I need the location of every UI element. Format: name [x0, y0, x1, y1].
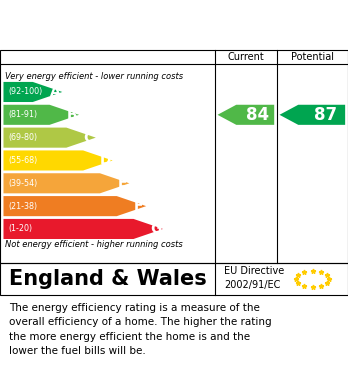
Polygon shape: [3, 151, 113, 170]
Text: A: A: [49, 85, 60, 99]
Polygon shape: [3, 105, 79, 125]
Polygon shape: [3, 173, 129, 193]
Text: Current: Current: [228, 52, 264, 62]
Polygon shape: [218, 105, 274, 125]
Text: England & Wales: England & Wales: [9, 269, 206, 289]
Text: Potential: Potential: [291, 52, 334, 62]
Text: (39-54): (39-54): [9, 179, 38, 188]
Polygon shape: [3, 127, 96, 148]
Text: Energy Efficiency Rating: Energy Efficiency Rating: [10, 24, 232, 39]
Text: 84: 84: [246, 106, 269, 124]
Text: E: E: [117, 176, 127, 190]
Text: (92-100): (92-100): [9, 88, 43, 97]
Text: F: F: [134, 199, 144, 213]
Text: G: G: [150, 222, 161, 236]
Polygon shape: [3, 82, 62, 102]
Polygon shape: [279, 105, 345, 125]
Text: C: C: [83, 131, 94, 145]
Text: Very energy efficient - lower running costs: Very energy efficient - lower running co…: [5, 72, 183, 81]
Text: (55-68): (55-68): [9, 156, 38, 165]
Text: (21-38): (21-38): [9, 202, 38, 211]
Text: Not energy efficient - higher running costs: Not energy efficient - higher running co…: [5, 240, 183, 249]
Text: (1-20): (1-20): [9, 224, 33, 233]
Polygon shape: [3, 219, 163, 239]
Text: EU Directive
2002/91/EC: EU Directive 2002/91/EC: [224, 266, 284, 291]
Text: (69-80): (69-80): [9, 133, 38, 142]
Text: B: B: [66, 108, 77, 122]
Polygon shape: [3, 196, 146, 216]
Text: The energy efficiency rating is a measure of the
overall efficiency of a home. T: The energy efficiency rating is a measur…: [9, 303, 271, 356]
Text: (81-91): (81-91): [9, 110, 38, 119]
Text: D: D: [100, 153, 111, 167]
Text: 87: 87: [314, 106, 338, 124]
